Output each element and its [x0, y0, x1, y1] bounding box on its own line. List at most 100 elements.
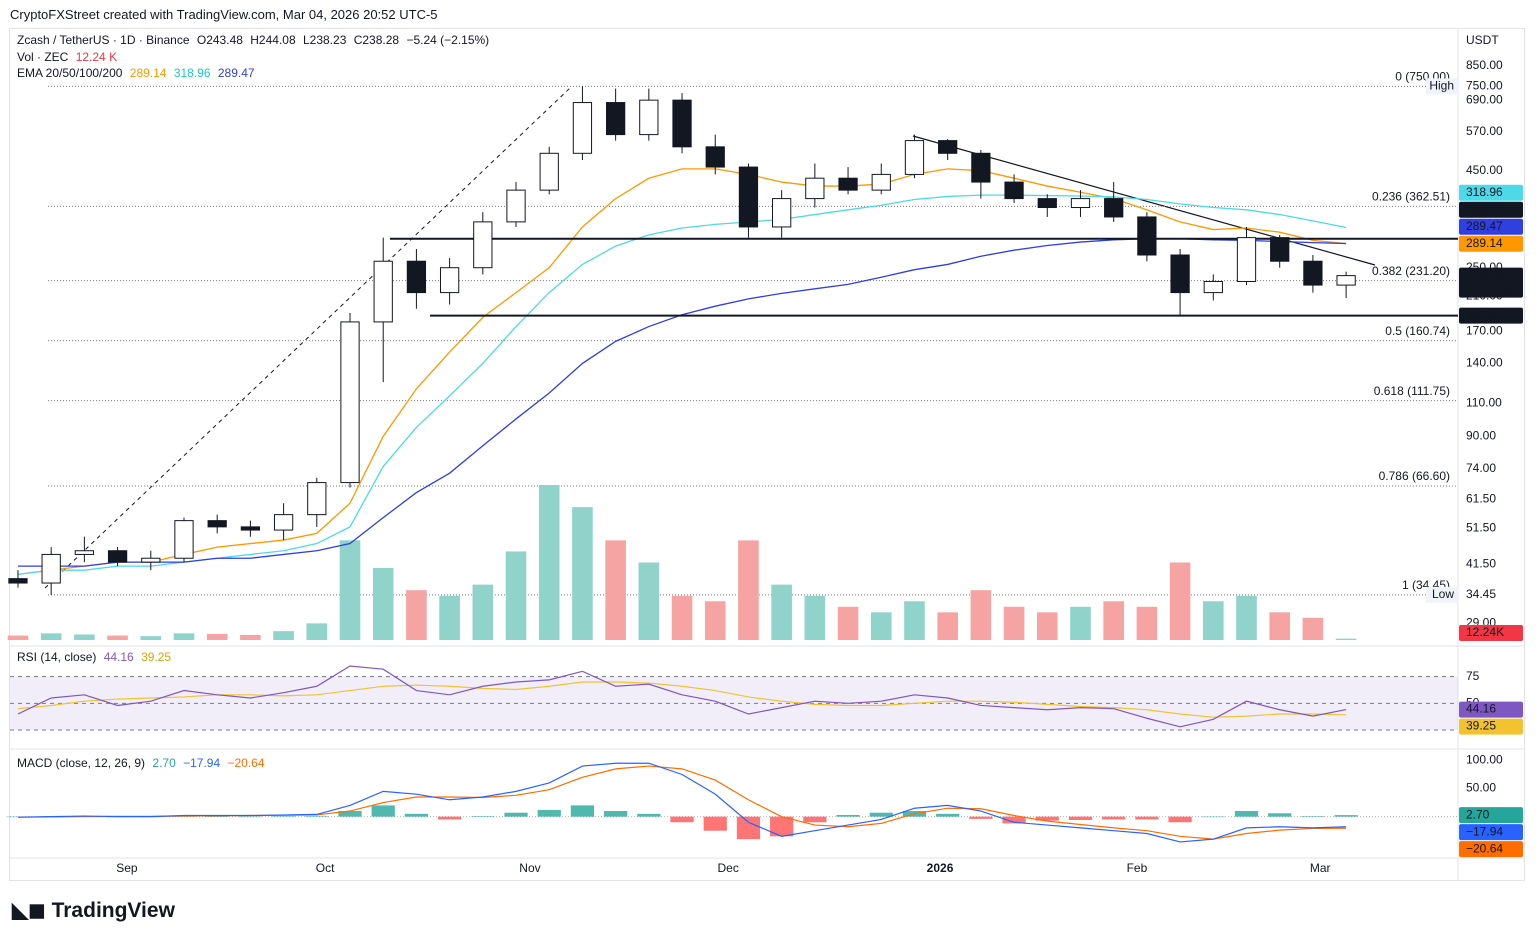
macd-histogram — [1201, 816, 1225, 818]
macd-histogram — [1234, 811, 1259, 817]
volume-bar — [1302, 617, 1324, 640]
extreme-name-box — [1426, 78, 1458, 95]
macd-histogram — [238, 816, 263, 818]
volume-bar — [7, 635, 29, 640]
macd-value: −17.94 — [183, 756, 221, 770]
candle-body — [307, 482, 327, 516]
extreme-label: 34.45 — [1466, 587, 1496, 601]
volume-bar — [1269, 612, 1290, 640]
macd-histogram — [471, 816, 495, 817]
y-tick-label: 75 — [1466, 669, 1480, 683]
y-tick-label: 850.00 — [1466, 58, 1503, 72]
level-label: 298.05 — [1466, 202, 1503, 216]
brand-name: TradingView — [51, 899, 175, 922]
volume-box — [1459, 625, 1523, 641]
y-tick-label: 41.50 — [1466, 556, 1496, 570]
x-tick-label: Oct — [316, 861, 335, 875]
x-tick-label: Feb — [1127, 861, 1148, 875]
macd-box — [1459, 824, 1523, 841]
level-box — [1459, 201, 1523, 218]
macd-histogram — [1102, 816, 1126, 820]
ema-line — [17, 168, 1347, 575]
volume-bar — [704, 601, 726, 640]
extreme-label: 750.00 — [1466, 79, 1503, 93]
macd-histogram — [1301, 816, 1325, 817]
macd-histogram — [670, 816, 694, 823]
macd-histogram — [1334, 815, 1358, 817]
candle-body — [904, 140, 925, 175]
y-tick-label: 110.00 — [1466, 395, 1502, 409]
fib-label: 0.382 (231.20) — [1372, 264, 1450, 278]
volume-bar — [738, 540, 759, 640]
candle-body — [772, 198, 792, 228]
volume-bar — [870, 612, 892, 640]
macd-label: 2.70 — [1466, 807, 1490, 821]
ema-box — [1459, 184, 1523, 201]
candle-body — [340, 321, 360, 484]
volume-bar — [904, 601, 925, 640]
candle-body — [174, 520, 194, 559]
candle-body — [141, 557, 161, 563]
volume-bar — [1136, 606, 1158, 640]
macd-histogram — [371, 805, 395, 817]
volume-bar — [140, 636, 162, 640]
macd-histogram — [703, 816, 727, 831]
extreme-name: Low — [1432, 587, 1454, 601]
volume-bar — [1335, 638, 1357, 640]
volume-bar — [505, 551, 527, 640]
y-tick-label: 570.00 — [1466, 124, 1503, 138]
volume-bar — [406, 590, 427, 640]
y-tick-label: 61.50 — [1466, 491, 1496, 505]
volume-bar — [837, 606, 859, 640]
volume-bar — [206, 633, 228, 640]
candle-body — [207, 520, 227, 528]
macd-box — [1459, 841, 1523, 858]
signal-value: −20.64 — [227, 756, 265, 770]
macd-histogram — [637, 813, 661, 817]
y-tick-label: 51.50 — [1466, 521, 1496, 535]
ema-box — [1459, 218, 1523, 235]
volume-bar — [339, 540, 361, 640]
rsi-label: 39.25 — [1466, 719, 1496, 733]
candle-body — [938, 140, 958, 154]
candle-body — [406, 260, 427, 294]
volume-bar — [240, 635, 261, 640]
macd-histogram — [1268, 813, 1292, 817]
macd-histogram — [1168, 816, 1192, 823]
volume-bar — [804, 595, 826, 640]
macd-line — [17, 762, 1347, 843]
volume-bar — [572, 507, 593, 640]
candle-body — [838, 177, 858, 191]
candle-body — [705, 146, 725, 168]
candle-body — [1104, 198, 1124, 218]
macd-histogram — [869, 812, 893, 817]
candle-body — [539, 152, 559, 191]
volume-value: 12.24 K — [75, 50, 118, 64]
macd-histogram — [936, 813, 960, 817]
candle-body — [1336, 275, 1356, 286]
candle-body — [1004, 181, 1024, 200]
fib-label: 0.236 (362.51) — [1372, 190, 1450, 204]
macd-histogram — [770, 816, 794, 837]
candle-body — [1270, 237, 1290, 262]
macd-histogram — [271, 816, 296, 817]
macd-histogram — [338, 811, 362, 817]
volume-bar — [1236, 595, 1257, 640]
candle-body — [971, 152, 991, 183]
volume-bar — [273, 631, 294, 640]
fib-label: 0.618 (111.75) — [1374, 384, 1450, 398]
candle-body — [74, 550, 95, 555]
candle-body — [572, 102, 593, 154]
y-tick-label: 100.00 — [1466, 753, 1503, 767]
candle-body — [439, 267, 460, 294]
volume-bar — [937, 612, 958, 640]
y-tick-label: 140.00 — [1466, 356, 1503, 370]
candle-body — [805, 177, 825, 200]
x-tick-label: Dec — [718, 861, 739, 875]
volume-bar — [173, 633, 195, 640]
volume-bar — [74, 634, 95, 640]
volume-bar — [638, 562, 660, 640]
y-tick-label: 450.00 — [1466, 163, 1503, 177]
candle-body — [1037, 198, 1057, 209]
